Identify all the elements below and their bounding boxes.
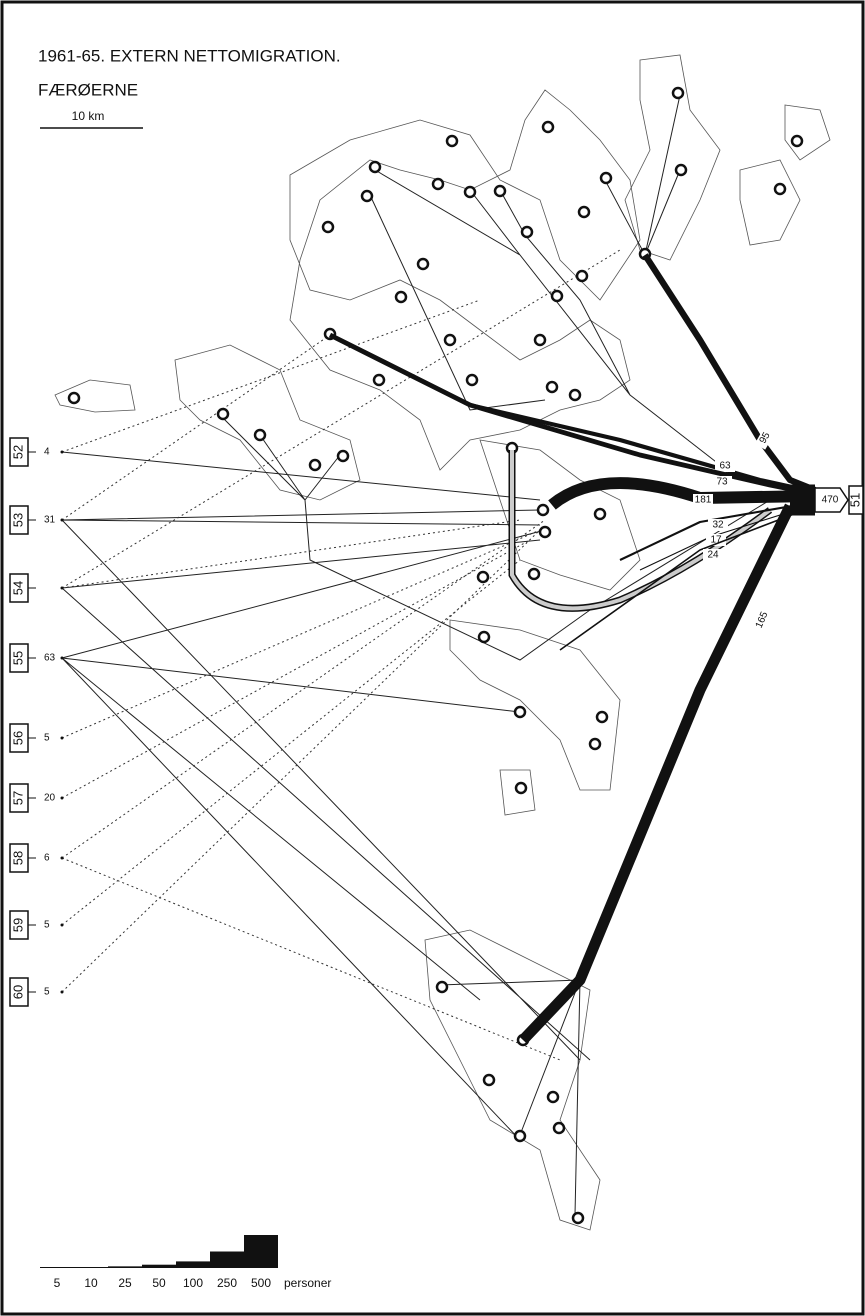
destination-flow xyxy=(790,484,815,516)
scale-label: 10 km xyxy=(72,109,105,123)
region-point xyxy=(60,450,64,454)
region-code: 54 xyxy=(10,581,25,595)
title-line: FÆRØERNE xyxy=(38,80,138,99)
region-code: 60 xyxy=(10,985,25,999)
islands xyxy=(54,54,831,1231)
legend-label: 250 xyxy=(217,1276,237,1290)
region-code: 57 xyxy=(10,791,25,805)
region-value: 5 xyxy=(44,987,50,998)
region-value: 5 xyxy=(44,920,50,931)
flow xyxy=(519,503,795,1044)
settlements xyxy=(67,86,804,1225)
region-value: 4 xyxy=(44,447,50,458)
flow-label: 24 xyxy=(707,550,719,561)
region-value: 5 xyxy=(44,733,50,744)
migration-lines xyxy=(61,94,771,1216)
region-point xyxy=(60,923,64,927)
flow-label-bg xyxy=(752,608,772,632)
region-point xyxy=(60,656,64,660)
region-value: 20 xyxy=(44,793,56,804)
legend-bar xyxy=(210,1251,244,1268)
destination-value: 470 xyxy=(822,495,839,506)
region-point xyxy=(60,586,64,590)
region-code: 58 xyxy=(10,851,25,865)
region-point xyxy=(60,990,64,994)
flow xyxy=(548,477,816,510)
legend-bar xyxy=(40,1267,74,1268)
legend-label: 100 xyxy=(183,1276,203,1290)
region-value: 31 xyxy=(44,515,56,526)
flow xyxy=(559,505,816,651)
legend-bar xyxy=(142,1264,176,1268)
legend-label: 500 xyxy=(251,1276,271,1290)
legend-bar xyxy=(244,1235,278,1268)
flow xyxy=(469,402,816,495)
legend-label: 50 xyxy=(152,1276,166,1290)
legend-unit: personer xyxy=(284,1276,331,1290)
legend-bar xyxy=(176,1261,210,1268)
region-point xyxy=(60,736,64,740)
region-code: 55 xyxy=(10,651,25,665)
legend-bar xyxy=(74,1267,108,1268)
flow-label-bg xyxy=(708,519,728,531)
region-code: 52 xyxy=(10,445,25,459)
title-line: 1961-65. EXTERN NETTOMIGRATION. xyxy=(38,46,341,65)
flow-label: 73 xyxy=(716,477,728,488)
legend-bar xyxy=(108,1266,142,1268)
destination-arrow xyxy=(814,487,849,513)
legend-label: 5 xyxy=(54,1276,61,1290)
region-value: 6 xyxy=(44,853,50,864)
destination-code: 51 xyxy=(847,493,862,507)
flow-label: 63 xyxy=(719,461,731,472)
destination-box xyxy=(848,485,864,515)
flow-label-bg xyxy=(693,494,713,506)
flow-label: 32 xyxy=(712,520,724,531)
flow-label-bg xyxy=(712,476,732,488)
flow-label-bg xyxy=(754,426,776,450)
region-code: 59 xyxy=(10,918,25,932)
flow-label-bg xyxy=(706,534,726,546)
legend-label: 25 xyxy=(118,1276,132,1290)
flow-label: 17 xyxy=(710,535,722,546)
region-value: 63 xyxy=(44,653,56,664)
legend-label: 10 xyxy=(84,1276,98,1290)
flow-label-bg xyxy=(703,549,723,561)
flow-label-bg xyxy=(715,460,735,472)
flow xyxy=(328,332,816,497)
region-point xyxy=(60,796,64,800)
flow-label: 95 xyxy=(758,430,773,446)
region-point xyxy=(60,518,64,522)
flow xyxy=(619,500,816,561)
region-code: 53 xyxy=(10,513,25,527)
region-code: 56 xyxy=(10,731,25,745)
flow-label: 181 xyxy=(695,495,712,506)
region-point xyxy=(60,856,64,860)
